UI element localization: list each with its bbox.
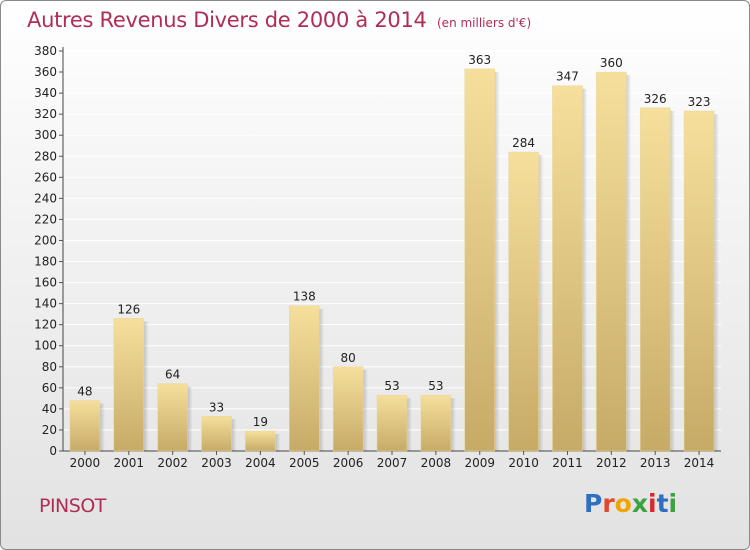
y-tick-label: 280 xyxy=(34,149,57,163)
bar xyxy=(552,85,583,452)
bar xyxy=(508,151,539,452)
bar xyxy=(201,416,232,452)
bar xyxy=(596,71,627,452)
bar xyxy=(289,305,320,452)
y-tick-label: 80 xyxy=(42,360,57,374)
bar-shadow xyxy=(714,114,720,451)
bar xyxy=(245,430,276,452)
y-tick-label: 260 xyxy=(34,170,57,184)
x-tick-label: 2001 xyxy=(114,456,145,470)
bar-shadow xyxy=(231,419,237,451)
bar xyxy=(69,400,101,452)
logo-letter: i xyxy=(648,489,657,518)
y-tick-label: 180 xyxy=(34,255,57,269)
data-label: 323 xyxy=(688,95,711,109)
chart-title-text: Autres Revenus Divers de 2000 à 2014 xyxy=(27,8,427,32)
y-tick-label: 60 xyxy=(42,381,57,395)
bar xyxy=(464,68,495,452)
chart-title: Autres Revenus Divers de 2000 à 2014 (en… xyxy=(27,8,531,32)
data-label: 53 xyxy=(428,379,443,393)
chart-subtitle: (en milliers d'€) xyxy=(437,16,532,30)
data-label: 53 xyxy=(384,379,399,393)
x-tick-label: 2014 xyxy=(684,456,715,470)
bar xyxy=(420,394,452,452)
data-label: 19 xyxy=(253,415,268,429)
y-tick-label: 0 xyxy=(49,444,57,458)
bar xyxy=(332,366,364,452)
bar xyxy=(639,107,671,452)
y-tick-label: 200 xyxy=(34,233,57,247)
logo-letter: o xyxy=(614,489,632,518)
proxiti-logo: Proxiti xyxy=(584,489,677,518)
data-label: 284 xyxy=(512,136,535,150)
y-tick-label: 160 xyxy=(34,276,57,290)
bar-shadow xyxy=(99,403,105,451)
x-tick-label: 2009 xyxy=(464,456,495,470)
x-tick-label: 2002 xyxy=(157,456,188,470)
y-tick-label: 380 xyxy=(34,44,57,58)
y-tick-label: 40 xyxy=(42,402,57,416)
x-tick-label: 2013 xyxy=(640,456,671,470)
logo-letter: x xyxy=(631,489,648,518)
y-tick-label: 360 xyxy=(34,65,57,79)
bar-shadow xyxy=(363,369,369,451)
x-tick-label: 2000 xyxy=(70,456,101,470)
x-tick-label: 2005 xyxy=(289,456,320,470)
data-label: 360 xyxy=(600,56,623,70)
x-tick-label: 2012 xyxy=(596,456,627,470)
x-tick-label: 2004 xyxy=(245,456,276,470)
bar xyxy=(376,394,408,452)
data-label: 80 xyxy=(340,351,355,365)
data-label: 326 xyxy=(644,92,667,106)
bar-shadow xyxy=(319,308,325,451)
bar-shadow xyxy=(538,155,544,452)
commune-name: PINSOT xyxy=(39,495,106,517)
data-label: 363 xyxy=(468,53,491,67)
data-label: 347 xyxy=(556,70,579,84)
logo-letter: r xyxy=(602,489,615,518)
data-label: 138 xyxy=(293,290,316,304)
y-tick-label: 340 xyxy=(34,86,57,100)
y-tick-label: 240 xyxy=(34,191,57,205)
x-tick-label: 2008 xyxy=(421,456,452,470)
bar-shadow xyxy=(582,88,588,451)
logo-letter: P xyxy=(584,489,603,518)
x-tick-label: 2006 xyxy=(333,456,364,470)
logo-letter: i xyxy=(668,489,678,518)
x-tick-label: 2003 xyxy=(201,456,232,470)
bar-shadow xyxy=(275,434,281,451)
bar-shadow xyxy=(187,386,193,451)
y-tick-label: 320 xyxy=(34,107,57,121)
bar-shadow xyxy=(450,398,456,451)
x-tick-label: 2010 xyxy=(508,456,539,470)
x-tick-label: 2011 xyxy=(552,456,583,470)
y-tick-label: 300 xyxy=(34,128,57,142)
y-tick-label: 120 xyxy=(34,318,57,332)
y-tick-label: 220 xyxy=(34,212,57,226)
data-label: 33 xyxy=(209,400,224,414)
bar-shadow xyxy=(494,71,500,451)
logo-letter: t xyxy=(656,489,669,518)
data-label: 64 xyxy=(165,368,180,382)
y-tick-label: 140 xyxy=(34,297,57,311)
data-label: 126 xyxy=(117,302,140,316)
bar-shadow xyxy=(670,110,676,451)
bar-shadow xyxy=(143,321,149,451)
bar-shadow xyxy=(626,75,632,451)
bar xyxy=(157,383,188,452)
bar xyxy=(113,318,145,452)
y-tick-label: 100 xyxy=(34,339,57,353)
bar xyxy=(683,110,715,452)
y-tick-label: 20 xyxy=(42,423,57,437)
data-label: 48 xyxy=(77,384,92,398)
x-tick-label: 2007 xyxy=(377,456,408,470)
bar-shadow xyxy=(407,398,412,451)
